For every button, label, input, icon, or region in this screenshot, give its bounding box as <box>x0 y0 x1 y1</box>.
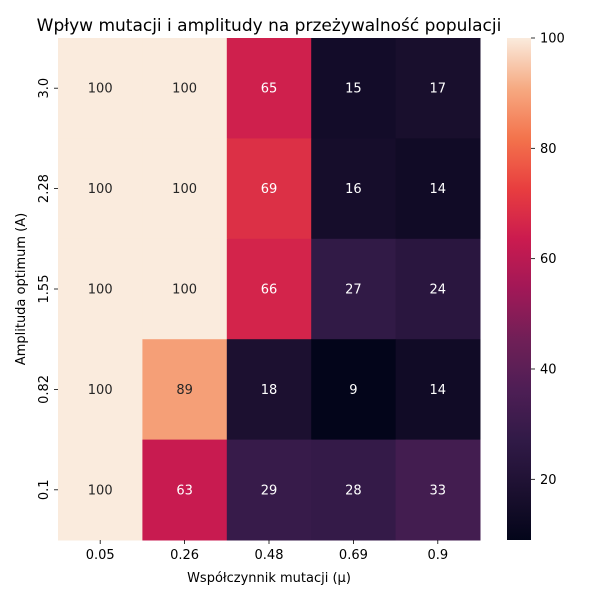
heatmap-cell <box>395 339 481 441</box>
colorbar-tick-label: 80 <box>540 142 557 157</box>
x-axis: 0.05 0.26 0.48 0.69 0.9 <box>86 540 448 563</box>
colorbar-ticks: 20 40 60 80 100 <box>531 32 565 488</box>
heatmap-cell <box>226 339 312 441</box>
heatmap-cell-label: 33 <box>430 483 447 498</box>
heatmap-cell-label: 65 <box>261 82 278 97</box>
heatmap-cell-label: 15 <box>345 82 362 97</box>
x-tick-label: 0.48 <box>255 548 284 563</box>
colorbar-tick-label: 20 <box>540 473 557 488</box>
y-axis: 3.0 2.28 1.55 0.82 0.1 <box>37 78 58 500</box>
heatmap-cell <box>142 38 228 139</box>
heatmap-cell-label: 29 <box>261 483 278 498</box>
heatmap-cell-label: 100 <box>88 283 113 298</box>
heatmap-cell <box>311 138 397 240</box>
colorbar-tick-label: 60 <box>540 252 557 267</box>
heatmap-cell-label: 69 <box>261 182 278 197</box>
heatmap-cell-labels: 100 100 65 15 17 100 100 69 16 14 100 100 66 27 24 100 8… <box>88 82 446 499</box>
heatmap-cell <box>395 439 481 541</box>
heatmap-cell-label: 63 <box>176 483 193 498</box>
heatmap-cell-label: 16 <box>345 182 362 197</box>
heatmap-cell-label: 100 <box>88 483 113 498</box>
heatmap-cell <box>58 238 143 340</box>
heatmap-cell-label: 100 <box>172 182 197 197</box>
heatmap-cell-label: 14 <box>430 182 447 197</box>
y-tick-label: 1.55 <box>37 275 52 304</box>
heatmap-cell <box>395 38 481 139</box>
heatmap-cells <box>58 38 481 541</box>
colorbar-tick-label: 40 <box>540 362 557 377</box>
heatmap-cell-label: 100 <box>172 82 197 97</box>
heatmap-cell-label: 18 <box>261 383 278 398</box>
heatmap-cell <box>311 238 397 340</box>
heatmap-cell-label: 100 <box>172 283 197 298</box>
y-tick-label: 3.0 <box>37 78 52 99</box>
y-tick-label: 0.1 <box>37 479 52 500</box>
heatmap-cell <box>226 238 312 340</box>
heatmap-cell-label: 17 <box>430 82 447 97</box>
heatmap-cell-label: 100 <box>88 383 113 398</box>
heatmap-cell-label: 9 <box>349 383 357 398</box>
heatmap-cell <box>226 138 312 240</box>
heatmap-cell-label: 24 <box>430 283 447 298</box>
heatmap-cell <box>311 38 397 139</box>
heatmap-cell-label: 89 <box>176 383 193 398</box>
heatmap-cell <box>58 439 143 541</box>
heatmap-cell <box>142 138 228 240</box>
colorbar-tick-label: 100 <box>540 32 565 47</box>
heatmap-cell <box>311 439 397 541</box>
chart-title: Wpływ mutacji i amplitudy na przeżywalno… <box>37 16 502 36</box>
heatmap-cell <box>142 439 228 541</box>
heatmap-cell <box>142 339 228 441</box>
y-tick-label: 2.28 <box>37 174 52 203</box>
heatmap-cell <box>226 38 312 139</box>
x-tick-label: 0.9 <box>427 548 448 563</box>
heatmap-cell-label: 66 <box>261 283 278 298</box>
heatmap-cell-label: 100 <box>88 182 113 197</box>
x-tick-label: 0.05 <box>86 548 115 563</box>
heatmap-cell <box>311 339 397 441</box>
y-tick-label: 0.82 <box>37 375 52 404</box>
heatmap-cell <box>58 339 143 441</box>
heatmap-cell-label: 28 <box>345 483 362 498</box>
heatmap-cell <box>58 138 143 240</box>
colorbar <box>507 38 531 540</box>
x-tick-label: 0.69 <box>339 548 368 563</box>
x-tick-label: 0.26 <box>170 548 199 563</box>
heatmap-cell-label: 100 <box>88 82 113 97</box>
heatmap-cell-label: 14 <box>430 383 447 398</box>
heatmap-cell <box>395 138 481 240</box>
heatmap-cell-label: 27 <box>345 283 362 298</box>
heatmap-cell <box>226 439 312 541</box>
heatmap-cell <box>395 238 481 340</box>
heatmap-cell <box>58 38 143 139</box>
heatmap-cell <box>142 238 228 340</box>
x-axis-label: Współczynnik mutacji (μ) <box>187 571 351 586</box>
y-axis-label: Amplituda optimum (A) <box>14 213 29 365</box>
